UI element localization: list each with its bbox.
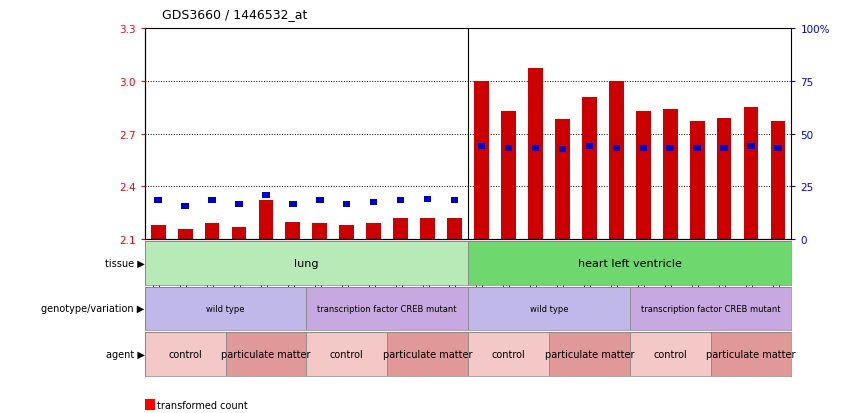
Text: agent ▶: agent ▶	[106, 349, 145, 359]
Bar	[474, 82, 489, 240]
Text: particulate matter: particulate matter	[545, 349, 634, 359]
Bar	[663, 110, 677, 240]
Bar	[585, 143, 593, 150]
Text: control: control	[654, 349, 687, 359]
Text: genotype/variation ▶: genotype/variation ▶	[42, 304, 145, 314]
Bar	[424, 196, 431, 202]
Bar	[613, 145, 620, 151]
Bar	[689, 122, 705, 240]
Bar	[582, 97, 597, 240]
Bar	[397, 198, 404, 204]
Bar	[468, 332, 549, 376]
Bar	[370, 199, 378, 206]
Bar	[208, 198, 216, 204]
Bar	[145, 242, 468, 285]
Text: control: control	[168, 349, 202, 359]
Bar	[666, 145, 674, 151]
Bar	[549, 332, 630, 376]
Bar	[468, 287, 630, 330]
Bar	[555, 120, 570, 240]
Bar	[343, 202, 351, 207]
Text: particulate matter: particulate matter	[221, 349, 311, 359]
Text: transcription factor CREB mutant: transcription factor CREB mutant	[641, 304, 780, 313]
Bar	[340, 225, 354, 240]
Text: wild type: wild type	[529, 304, 568, 313]
Bar	[630, 287, 791, 330]
Bar	[393, 218, 408, 240]
Text: particulate matter: particulate matter	[383, 349, 472, 359]
Bar	[235, 202, 243, 207]
Bar	[312, 224, 328, 240]
Bar	[387, 332, 468, 376]
Text: transcription factor CREB mutant: transcription factor CREB mutant	[317, 304, 457, 313]
Bar	[306, 287, 468, 330]
Text: heart left ventricle: heart left ventricle	[578, 258, 682, 268]
Bar	[285, 222, 300, 240]
Bar	[720, 145, 728, 151]
Bar	[608, 82, 624, 240]
Bar	[226, 332, 306, 376]
Bar	[717, 119, 732, 240]
Bar	[259, 201, 273, 240]
Bar	[306, 332, 387, 376]
Bar	[747, 143, 755, 150]
Bar	[770, 122, 785, 240]
Bar	[528, 69, 543, 240]
Bar	[262, 192, 270, 199]
Bar	[204, 224, 220, 240]
Text: control: control	[330, 349, 363, 359]
Bar	[501, 112, 516, 240]
Bar	[181, 203, 189, 209]
Bar	[468, 242, 791, 285]
Text: tissue ▶: tissue ▶	[105, 258, 145, 268]
Bar	[145, 287, 306, 330]
Bar	[477, 143, 485, 150]
Bar	[231, 227, 247, 240]
Text: lung: lung	[294, 258, 318, 268]
Text: wild type: wild type	[206, 304, 245, 313]
Bar	[744, 108, 758, 240]
Bar	[451, 198, 459, 204]
Text: transformed count: transformed count	[157, 400, 248, 410]
Text: control: control	[492, 349, 525, 359]
Bar	[420, 218, 435, 240]
Bar	[178, 229, 192, 240]
Bar	[694, 145, 701, 151]
Bar	[145, 332, 226, 376]
Bar	[532, 145, 540, 151]
Text: particulate matter: particulate matter	[706, 349, 796, 359]
Bar	[636, 112, 651, 240]
Bar	[630, 332, 711, 376]
Bar	[447, 218, 462, 240]
Bar	[366, 224, 381, 240]
Bar	[558, 147, 566, 153]
Bar	[774, 145, 782, 151]
Text: GDS3660 / 1446532_at: GDS3660 / 1446532_at	[162, 8, 307, 21]
Bar	[639, 145, 647, 151]
Bar	[316, 198, 323, 204]
Bar	[505, 145, 512, 151]
Bar	[289, 202, 297, 207]
Bar	[154, 198, 162, 204]
Bar	[711, 332, 791, 376]
Bar	[151, 225, 166, 240]
